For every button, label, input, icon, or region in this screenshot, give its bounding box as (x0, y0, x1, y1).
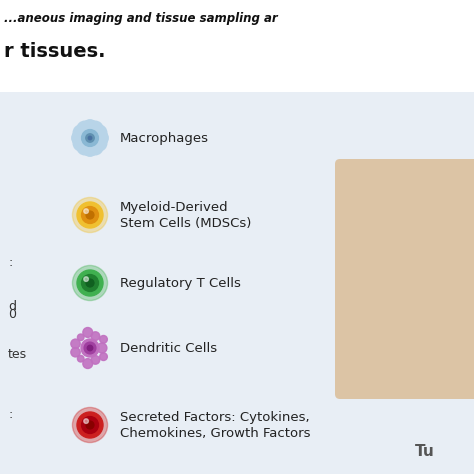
Circle shape (83, 359, 93, 368)
Text: Stem Cells (MDSCs): Stem Cells (MDSCs) (120, 217, 251, 229)
Text: Tu: Tu (415, 445, 435, 459)
Circle shape (100, 353, 107, 361)
Circle shape (88, 139, 103, 155)
Text: Dendritic Cells: Dendritic Cells (120, 341, 217, 355)
Circle shape (82, 274, 99, 292)
Circle shape (73, 198, 108, 233)
Circle shape (82, 207, 99, 223)
Circle shape (86, 279, 94, 287)
FancyBboxPatch shape (0, 92, 474, 474)
FancyBboxPatch shape (335, 159, 474, 399)
Circle shape (73, 136, 89, 151)
Circle shape (77, 412, 103, 438)
Text: r tissues.: r tissues. (4, 42, 106, 61)
Circle shape (88, 121, 103, 137)
Circle shape (77, 334, 84, 341)
Circle shape (73, 408, 108, 443)
Circle shape (84, 342, 96, 354)
Circle shape (91, 136, 107, 151)
Circle shape (100, 336, 107, 343)
Circle shape (73, 265, 108, 301)
Text: Regulatory T Cells: Regulatory T Cells (120, 276, 241, 290)
Circle shape (72, 130, 87, 146)
Circle shape (87, 345, 93, 351)
Text: Chemokines, Growth Factors: Chemokines, Growth Factors (120, 427, 310, 439)
Circle shape (86, 134, 94, 142)
Circle shape (91, 356, 100, 364)
Circle shape (93, 130, 108, 146)
Circle shape (91, 332, 100, 340)
Text: Myeloid-Derived: Myeloid-Derived (120, 201, 228, 213)
Text: d: d (8, 300, 16, 312)
Text: :: : (8, 255, 12, 268)
Circle shape (82, 141, 98, 156)
Circle shape (83, 328, 93, 337)
Circle shape (97, 343, 107, 353)
Circle shape (81, 339, 99, 357)
Circle shape (82, 417, 99, 433)
Circle shape (71, 347, 80, 357)
Circle shape (77, 202, 103, 228)
Circle shape (73, 125, 89, 140)
Circle shape (84, 277, 89, 282)
Circle shape (86, 211, 94, 219)
Circle shape (82, 120, 98, 135)
Text: :: : (8, 409, 12, 421)
Text: ...aneous imaging and tissue sampling ar: ...aneous imaging and tissue sampling ar (4, 12, 278, 25)
Circle shape (86, 421, 94, 429)
Circle shape (88, 137, 91, 140)
Text: tes: tes (8, 347, 27, 361)
Text: Macrophages: Macrophages (120, 131, 209, 145)
Text: Secreted Factors: Cytokines,: Secreted Factors: Cytokines, (120, 410, 310, 423)
Circle shape (71, 339, 80, 348)
Circle shape (82, 129, 99, 146)
Circle shape (77, 139, 92, 155)
FancyBboxPatch shape (0, 0, 474, 92)
Circle shape (91, 125, 107, 140)
Circle shape (84, 209, 89, 213)
Circle shape (77, 356, 84, 362)
Circle shape (84, 419, 89, 423)
Circle shape (76, 124, 104, 152)
Circle shape (77, 270, 103, 296)
Text: 0: 0 (8, 308, 16, 320)
Circle shape (77, 121, 92, 137)
